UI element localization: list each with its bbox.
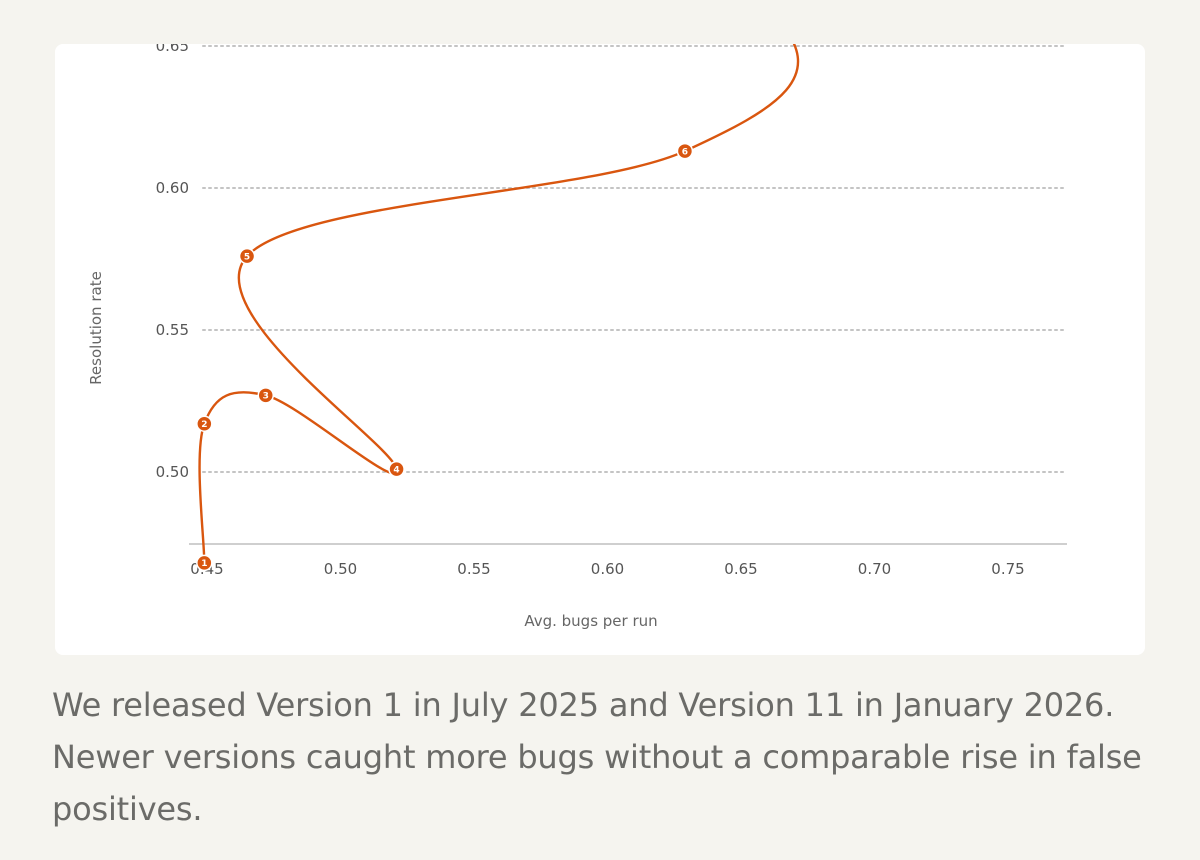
data-point-1: 1 xyxy=(196,554,213,572)
data-point-3: 3 xyxy=(257,387,274,404)
x-tick-label: 0.75 xyxy=(991,560,1024,578)
data-point-marker xyxy=(196,415,213,432)
data-point-marker xyxy=(676,142,694,160)
y-axis-ticks: 0.500.550.600.650.700.75 xyxy=(156,44,189,481)
data-point-marker xyxy=(257,387,274,404)
data-point-label: 3 xyxy=(263,392,269,402)
data-point-5: 5 xyxy=(238,247,256,265)
gridlines xyxy=(202,44,1068,473)
y-axis-title: Resolution rate xyxy=(87,271,105,385)
data-point-4: 4 xyxy=(388,460,405,478)
chart-card: 0.500.550.600.650.700.75 0.450.500.550.6… xyxy=(55,44,1145,655)
x-tick-label: 0.55 xyxy=(457,560,490,578)
y-tick-label: 0.50 xyxy=(156,463,189,481)
data-points: 1234567891011 xyxy=(196,142,694,572)
data-point-label: 2 xyxy=(201,420,207,430)
data-point-label: 5 xyxy=(244,252,250,262)
chart-canvas: 0.500.550.600.650.700.75 0.450.500.550.6… xyxy=(87,44,1068,630)
x-axis-ticks: 0.450.500.550.600.650.700.75 xyxy=(190,560,1024,578)
data-point-label: 4 xyxy=(393,465,399,475)
data-point-label: 1 xyxy=(201,559,207,569)
data-point-2: 2 xyxy=(196,415,213,432)
data-point-6: 6 xyxy=(676,142,694,160)
data-point-marker xyxy=(196,554,213,572)
x-tick-label: 0.60 xyxy=(591,560,624,578)
y-tick-label: 0.60 xyxy=(156,179,189,197)
x-tick-label: 0.65 xyxy=(724,560,757,578)
data-point-marker xyxy=(388,460,405,478)
y-tick-label: 0.65 xyxy=(156,44,189,55)
data-point-label: 6 xyxy=(682,147,688,157)
x-axis-title: Avg. bugs per run xyxy=(524,612,657,630)
chart-caption: We released Version 1 in July 2025 and V… xyxy=(52,686,1142,828)
x-tick-label: 0.70 xyxy=(858,560,891,578)
data-point-marker xyxy=(238,247,256,265)
series-line xyxy=(198,44,800,563)
y-tick-label: 0.55 xyxy=(156,321,189,339)
x-tick-label: 0.50 xyxy=(324,560,357,578)
